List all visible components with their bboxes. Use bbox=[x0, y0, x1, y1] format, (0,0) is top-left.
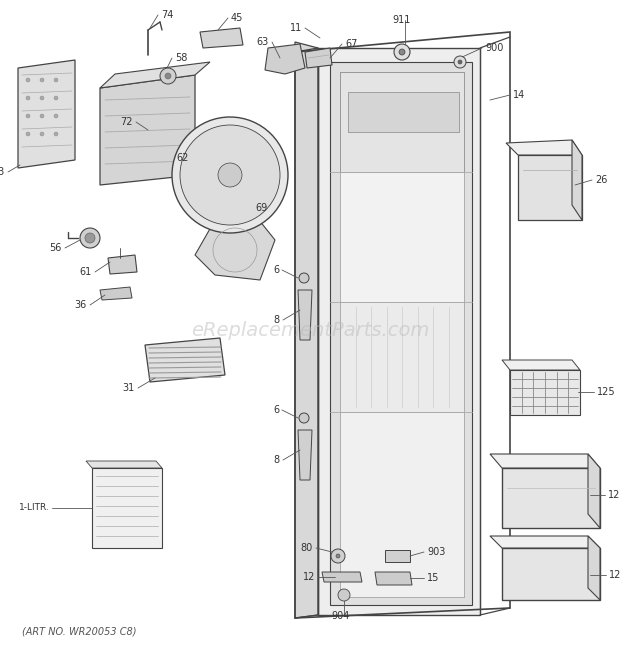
Polygon shape bbox=[295, 42, 318, 618]
Text: 8: 8 bbox=[274, 315, 280, 325]
Text: 62: 62 bbox=[177, 153, 189, 163]
Circle shape bbox=[54, 96, 58, 100]
Text: 123: 123 bbox=[609, 570, 620, 580]
Circle shape bbox=[40, 132, 44, 136]
Text: 6: 6 bbox=[273, 265, 279, 275]
Circle shape bbox=[26, 132, 30, 136]
Polygon shape bbox=[510, 370, 580, 415]
Polygon shape bbox=[502, 360, 580, 370]
Polygon shape bbox=[506, 140, 582, 155]
Circle shape bbox=[54, 114, 58, 118]
Text: 56: 56 bbox=[50, 243, 62, 253]
Circle shape bbox=[26, 78, 30, 82]
Polygon shape bbox=[100, 62, 210, 88]
Circle shape bbox=[85, 233, 95, 243]
Text: 61: 61 bbox=[80, 267, 92, 277]
Text: 93: 93 bbox=[0, 167, 5, 177]
Circle shape bbox=[40, 114, 44, 118]
Text: 903: 903 bbox=[427, 547, 445, 557]
Circle shape bbox=[180, 125, 280, 225]
Text: 80: 80 bbox=[301, 543, 313, 553]
Polygon shape bbox=[340, 302, 464, 412]
Polygon shape bbox=[108, 255, 137, 274]
Text: eReplacementParts.com: eReplacementParts.com bbox=[191, 321, 429, 340]
Text: 11: 11 bbox=[290, 23, 302, 33]
Text: 8: 8 bbox=[274, 455, 280, 465]
Polygon shape bbox=[340, 412, 464, 597]
Text: 900: 900 bbox=[485, 43, 503, 53]
Polygon shape bbox=[588, 536, 600, 600]
Text: 67: 67 bbox=[345, 39, 357, 49]
Circle shape bbox=[26, 96, 30, 100]
Polygon shape bbox=[92, 468, 162, 548]
Polygon shape bbox=[322, 572, 362, 582]
Text: 74: 74 bbox=[161, 10, 174, 20]
Circle shape bbox=[299, 413, 309, 423]
Circle shape bbox=[218, 163, 242, 187]
Circle shape bbox=[336, 554, 340, 558]
Text: 904: 904 bbox=[332, 611, 350, 621]
Polygon shape bbox=[340, 72, 464, 597]
Polygon shape bbox=[100, 75, 195, 185]
Text: 12: 12 bbox=[303, 572, 315, 582]
Text: 45: 45 bbox=[231, 13, 244, 23]
Text: 125: 125 bbox=[597, 387, 616, 397]
Circle shape bbox=[172, 117, 288, 233]
Circle shape bbox=[40, 96, 44, 100]
Circle shape bbox=[40, 78, 44, 82]
Text: 911: 911 bbox=[393, 15, 411, 25]
Circle shape bbox=[394, 44, 410, 60]
Polygon shape bbox=[490, 454, 600, 468]
Polygon shape bbox=[572, 140, 582, 220]
Polygon shape bbox=[305, 48, 332, 68]
Polygon shape bbox=[330, 62, 472, 605]
Circle shape bbox=[454, 56, 466, 68]
Polygon shape bbox=[18, 60, 75, 168]
Circle shape bbox=[80, 228, 100, 248]
Circle shape bbox=[299, 273, 309, 283]
Text: 31: 31 bbox=[123, 383, 135, 393]
Polygon shape bbox=[502, 548, 600, 600]
Text: 72: 72 bbox=[120, 117, 133, 127]
Polygon shape bbox=[318, 48, 480, 615]
Circle shape bbox=[26, 114, 30, 118]
Text: (ART NO. WR20053 C8): (ART NO. WR20053 C8) bbox=[22, 626, 136, 636]
Circle shape bbox=[399, 49, 405, 55]
Text: 63: 63 bbox=[257, 37, 269, 47]
Text: 69: 69 bbox=[255, 203, 267, 213]
Polygon shape bbox=[490, 536, 600, 548]
Polygon shape bbox=[265, 44, 305, 74]
Text: 36: 36 bbox=[75, 300, 87, 310]
Text: 26: 26 bbox=[595, 175, 608, 185]
Polygon shape bbox=[588, 454, 600, 528]
Circle shape bbox=[165, 73, 171, 79]
Text: 58: 58 bbox=[175, 53, 187, 63]
Text: 6: 6 bbox=[273, 405, 279, 415]
Polygon shape bbox=[195, 215, 275, 280]
Circle shape bbox=[54, 78, 58, 82]
Circle shape bbox=[338, 589, 350, 601]
Polygon shape bbox=[385, 550, 410, 562]
Polygon shape bbox=[340, 172, 464, 302]
Polygon shape bbox=[298, 430, 312, 480]
Polygon shape bbox=[298, 290, 312, 340]
Polygon shape bbox=[348, 92, 459, 132]
Polygon shape bbox=[200, 28, 243, 48]
Polygon shape bbox=[340, 72, 464, 172]
Polygon shape bbox=[518, 155, 582, 220]
Polygon shape bbox=[375, 572, 412, 585]
Circle shape bbox=[160, 68, 176, 84]
Text: 1-LITR.: 1-LITR. bbox=[19, 504, 50, 512]
Text: 122: 122 bbox=[608, 490, 620, 500]
Circle shape bbox=[54, 132, 58, 136]
Circle shape bbox=[458, 60, 462, 64]
Polygon shape bbox=[502, 468, 600, 528]
Circle shape bbox=[331, 549, 345, 563]
Polygon shape bbox=[86, 461, 162, 468]
Text: 14: 14 bbox=[513, 90, 525, 100]
Text: 15: 15 bbox=[427, 573, 440, 583]
Polygon shape bbox=[100, 287, 132, 300]
Polygon shape bbox=[145, 338, 225, 382]
